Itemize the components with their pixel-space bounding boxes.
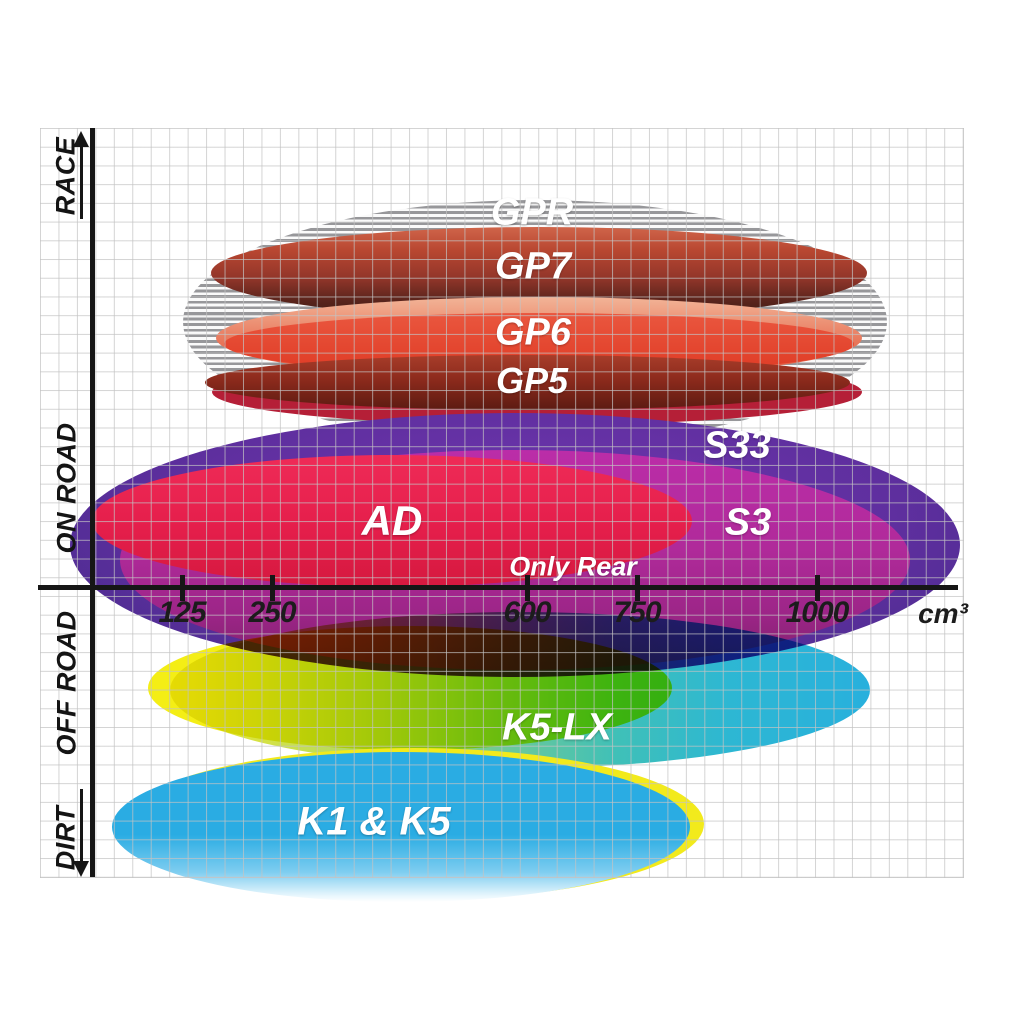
y-band-label-race: RACE bbox=[50, 136, 81, 216]
compound-label-s3: S3 bbox=[724, 501, 772, 544]
y-band-label-dirt: DIRT bbox=[50, 805, 81, 871]
x-axis-unit-label: cm³ bbox=[918, 598, 968, 629]
y-band-label-on-road: ON ROAD bbox=[51, 422, 82, 554]
compound-label-gp7: GP7 bbox=[494, 245, 572, 288]
compound-label-k1-k5: K1 & K5 bbox=[297, 799, 451, 844]
compound-label-k5-lx: K5-LX bbox=[502, 706, 612, 749]
x-tick-label-1000: 1000 bbox=[785, 596, 850, 629]
x-axis-line bbox=[38, 585, 958, 590]
compound-label-gp6: GP6 bbox=[494, 311, 572, 354]
x-tick-label-250: 250 bbox=[248, 596, 296, 629]
compound-label-gp5: GP5 bbox=[495, 360, 569, 401]
x-tick-label-750: 750 bbox=[613, 596, 661, 629]
x-tick-label-125: 125 bbox=[158, 596, 206, 629]
compound-label-ad: AD bbox=[361, 497, 423, 544]
y-band-label-off-road: OFF ROAD bbox=[51, 610, 82, 756]
compound-label-s33: S33 bbox=[703, 424, 771, 467]
x-tick-label-600: 600 bbox=[503, 596, 551, 629]
compound-label-gpr-range: GPR bbox=[490, 191, 574, 234]
y-axis-line bbox=[90, 128, 95, 877]
only-rear-annotation: Only Rear bbox=[509, 551, 637, 582]
